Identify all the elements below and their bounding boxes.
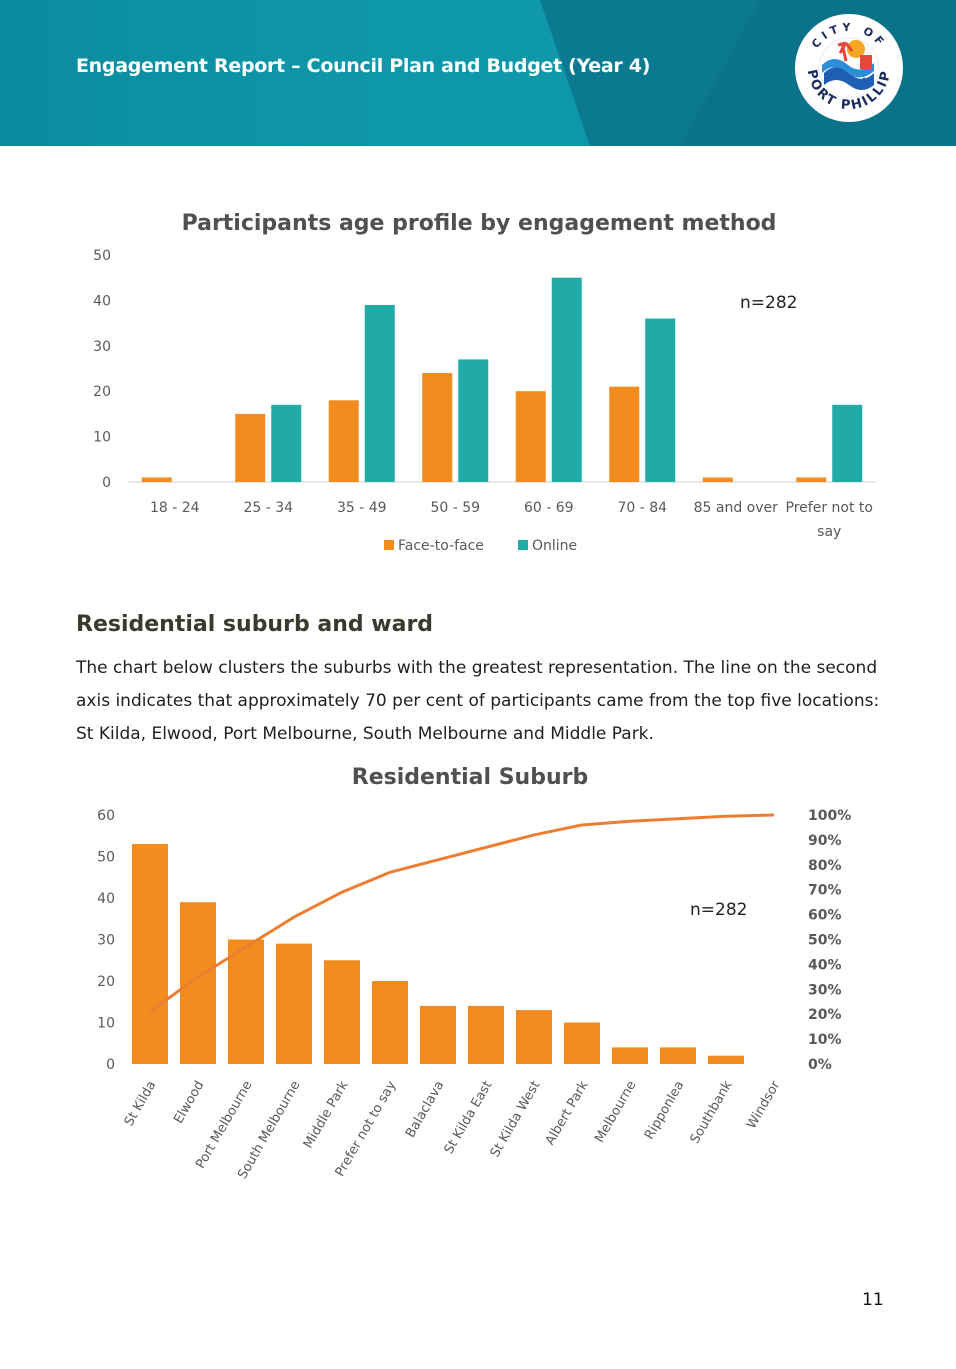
- bar-face-to-face: [328, 400, 359, 482]
- y-tick-label: 0: [106, 1057, 115, 1073]
- bar-suburb: [180, 902, 216, 1064]
- bar-suburb: [612, 1047, 648, 1064]
- x-tick-label: say: [817, 524, 841, 540]
- y-tick-label: 10: [93, 430, 111, 446]
- bar-online: [364, 304, 395, 482]
- chart1-title: Participants age profile by engagement m…: [181, 211, 777, 236]
- bar-suburb: [420, 1005, 456, 1064]
- bar-face-to-face: [796, 477, 827, 482]
- x-tick-label: St Kilda West: [488, 1079, 544, 1161]
- bar-online: [645, 318, 676, 482]
- y2-tick-label: 90%: [808, 833, 842, 849]
- y2-tick-label: 40%: [808, 957, 842, 973]
- sample-size-annotation: n=282: [690, 900, 747, 920]
- legend-swatch-online: [518, 540, 528, 550]
- section-heading: Residential suburb and ward: [76, 612, 434, 637]
- residential-suburb-chart: 0 10 20 30 40 50 60 0% 10% 20% 30% 40% 50% 60% 70% 80% 9…: [97, 808, 851, 1182]
- age-profile-chart: 0 10 20 30 40 50 18 - 24 25 - 34 35 - 49 50 - 59 6…: [93, 248, 876, 554]
- y-tick-label: 40: [93, 293, 111, 309]
- x-tick-label: 50 - 59: [430, 500, 480, 516]
- sample-size-annotation: n=282: [740, 293, 797, 313]
- bar-online: [551, 277, 582, 482]
- bar-suburb: [276, 943, 312, 1064]
- legend-label-face-to-face: Face-to-face: [398, 538, 484, 554]
- y-tick-label: 50: [93, 248, 111, 264]
- y2-tick-label: 100%: [808, 808, 851, 824]
- y2-tick-label: 70%: [808, 883, 842, 899]
- bar-online: [458, 359, 489, 482]
- y2-tick-label: 50%: [808, 933, 842, 949]
- x-tick-label: Middle Park: [301, 1078, 352, 1151]
- y-tick-label: 30: [93, 339, 111, 355]
- x-tick-label: 60 - 69: [524, 500, 574, 516]
- x-tick-label: Prefer not to: [786, 500, 873, 516]
- x-tick-label: Southbank: [688, 1078, 736, 1146]
- city-of-port-phillip-logo: CITY OF PORT PHILLIP: [795, 14, 903, 122]
- section-paragraph: The chart below clusters the suburbs wit…: [76, 658, 880, 744]
- bar-face-to-face: [141, 477, 172, 482]
- bar-suburb: [660, 1047, 696, 1064]
- bar-suburb: [564, 1022, 600, 1064]
- chart2-title: Residential Suburb: [351, 765, 589, 790]
- x-tick-label: 70 - 84: [617, 500, 667, 516]
- x-tick-label: 85 and over: [694, 500, 779, 516]
- y-tick-label: 30: [97, 933, 115, 949]
- bar-suburb: [708, 1055, 744, 1064]
- y-tick-label: 40: [97, 891, 115, 907]
- cumulative-percent-line: [149, 813, 775, 1013]
- bar-online: [832, 404, 863, 482]
- y-tick-label: 20: [93, 384, 111, 400]
- legend-label-online: Online: [532, 538, 577, 554]
- bar-suburb: [468, 1005, 504, 1064]
- x-tick-label: 18 - 24: [150, 500, 200, 516]
- y-tick-label: 20: [97, 974, 115, 990]
- y-tick-label: 10: [97, 1016, 115, 1032]
- bar-face-to-face: [609, 386, 640, 482]
- bar-suburb: [516, 1010, 552, 1064]
- x-tick-label: Melbourne: [592, 1078, 639, 1145]
- y2-tick-label: 10%: [808, 1032, 842, 1048]
- x-tick-label: Balaclava: [403, 1079, 447, 1141]
- x-tick-label: 35 - 49: [337, 500, 387, 516]
- page-number: 11: [862, 1290, 884, 1310]
- x-tick-label: St Kilda East: [442, 1079, 496, 1157]
- y2-tick-label: 30%: [808, 982, 842, 998]
- bar-face-to-face: [422, 373, 453, 482]
- y-tick-label: 0: [102, 475, 111, 491]
- x-tick-label: St Kilda: [122, 1079, 160, 1129]
- bar-face-to-face: [515, 391, 546, 482]
- y2-tick-label: 0%: [808, 1057, 832, 1073]
- x-tick-label: Ripponlea: [642, 1079, 687, 1143]
- report-title: Engagement Report – Council Plan and Bud…: [76, 55, 651, 77]
- legend-swatch-face-to-face: [384, 540, 394, 550]
- bar-face-to-face: [235, 413, 266, 482]
- x-tick-label: Elwood: [171, 1079, 207, 1127]
- bar-suburb: [324, 960, 360, 1064]
- y-tick-label: 50: [97, 850, 115, 866]
- bar-suburb: [372, 981, 408, 1064]
- bar-face-to-face: [702, 477, 733, 482]
- x-tick-label: Windsor: [744, 1078, 784, 1132]
- page-header: Engagement Report – Council Plan and Bud…: [0, 0, 956, 146]
- bar-online: [271, 404, 302, 482]
- y2-tick-label: 20%: [808, 1007, 842, 1023]
- x-tick-label: 25 - 34: [243, 500, 293, 516]
- bar-suburb: [228, 939, 264, 1064]
- x-tick-label: Albert Park: [543, 1078, 592, 1148]
- y2-tick-label: 80%: [808, 858, 842, 874]
- y-tick-label: 60: [97, 808, 115, 824]
- y2-tick-label: 60%: [808, 908, 842, 924]
- bar-suburb: [132, 844, 168, 1064]
